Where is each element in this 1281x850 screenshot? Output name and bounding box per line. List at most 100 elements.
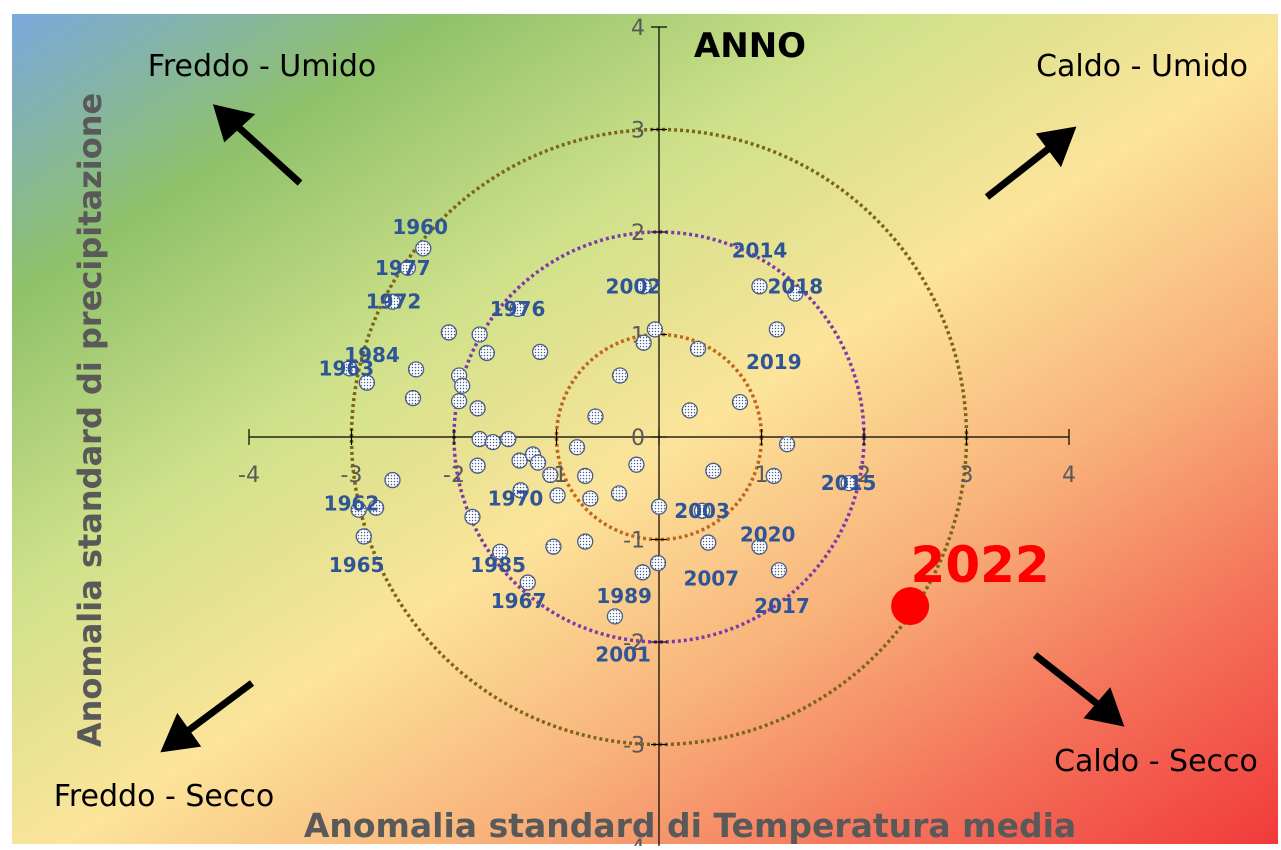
data-point [577, 533, 594, 550]
data-point [840, 474, 857, 492]
data-point [606, 608, 624, 625]
point-label-2003: 2003 [674, 499, 730, 523]
data-point [500, 430, 517, 448]
point-label-1985: 1985 [470, 553, 526, 577]
data-point [649, 554, 667, 572]
y-axis-title: Anomalia standard di precipitazione [71, 93, 109, 747]
data-point [768, 321, 786, 338]
data-point [751, 538, 768, 555]
data-point [542, 466, 559, 484]
data-point [469, 457, 486, 474]
data-point [582, 490, 599, 507]
data-point [478, 344, 495, 362]
x-tick-label: -4 [238, 463, 260, 488]
quadrant-label-top-right: Caldo - Umido [1036, 49, 1248, 84]
point-label-1976: 1976 [490, 297, 546, 321]
highlight-label-2022: 2022 [911, 536, 1050, 594]
point-label-1965: 1965 [329, 553, 385, 577]
data-point [693, 502, 711, 519]
y-tick-label: 3 [631, 119, 645, 144]
data-point [511, 452, 528, 469]
data-point [611, 367, 629, 384]
data-point [531, 343, 549, 361]
data-point [358, 374, 376, 391]
y-tick-label: -1 [623, 529, 645, 554]
axes [248, 26, 1070, 848]
arrow-up-left-icon [233, 122, 303, 186]
arrow-down-left-icon [182, 680, 255, 736]
data-point [415, 240, 432, 257]
point-label-2019: 2019 [746, 350, 802, 374]
x-tick-label: -3 [341, 463, 363, 488]
data-point [770, 562, 788, 579]
data-point [440, 324, 458, 341]
data-point [751, 278, 768, 295]
data-point [689, 340, 707, 358]
data-point [787, 285, 804, 302]
y-tick-label: 2 [631, 221, 645, 246]
data-point [635, 334, 652, 351]
point-label-1967: 1967 [491, 589, 547, 613]
data-point [341, 360, 358, 377]
x-tick-label: -2 [443, 463, 465, 488]
data-point [700, 534, 717, 551]
data-point [587, 408, 604, 425]
data-point [367, 499, 385, 516]
point-label-1989: 1989 [596, 584, 652, 608]
data-point [484, 433, 502, 451]
arrow-up-left-head-icon [212, 104, 256, 143]
data-point [512, 482, 529, 499]
data-point [355, 528, 372, 545]
point-label-2007: 2007 [683, 566, 739, 590]
data-point [454, 377, 471, 394]
chart-title: ANNO [694, 26, 806, 66]
data-point [471, 430, 488, 448]
data-point [731, 393, 749, 411]
data-point [519, 574, 536, 591]
highlight-point-2022 [891, 587, 930, 626]
y-tick-label: -2 [623, 631, 645, 656]
data-point [549, 487, 566, 504]
data-point [681, 402, 698, 419]
data-point [407, 361, 425, 378]
x-axis-title: Anomalia standard di Temperatura media [304, 806, 1076, 845]
data-point [568, 439, 586, 456]
y-tick-label: 0 [631, 426, 645, 451]
data-point [577, 467, 594, 485]
data-point [705, 462, 722, 479]
point-label-2002: 2002 [606, 274, 662, 298]
arrows [160, 104, 1125, 753]
data-points [341, 240, 857, 625]
data-point [646, 321, 664, 338]
point-label-1977: 1977 [375, 256, 431, 280]
data-point [491, 543, 509, 560]
point-label-2020: 2020 [740, 522, 796, 546]
point-label-2014: 2014 [732, 238, 788, 262]
x-tick-label: 1 [755, 463, 769, 488]
point-label-1960: 1960 [392, 215, 448, 239]
arrow-up-right-head-icon [1035, 126, 1077, 168]
data-point [545, 538, 562, 555]
point-label-1984: 1984 [344, 343, 400, 367]
arrow-up-right-icon [984, 143, 1055, 200]
data-point [635, 278, 652, 295]
data-point [778, 436, 796, 453]
point-label-2015: 2015 [821, 471, 877, 495]
arrow-down-right-icon [1032, 652, 1103, 709]
x-tick-label: 4 [1062, 463, 1076, 488]
data-point [650, 498, 668, 515]
point-label-2001: 2001 [595, 642, 651, 666]
arrow-down-left-head-icon [160, 712, 202, 753]
point-label-2017: 2017 [754, 594, 810, 618]
data-point [404, 389, 422, 407]
point-label-1963: 1963 [319, 356, 375, 380]
x-tick-label: 2 [857, 463, 871, 488]
data-point [469, 400, 486, 417]
y-tick-label: -3 [623, 734, 645, 759]
point-label-1972: 1972 [366, 290, 422, 314]
data-point [765, 467, 782, 485]
data-point [450, 392, 468, 410]
quadrant-label-bottom-left: Freddo - Secco [54, 779, 274, 814]
